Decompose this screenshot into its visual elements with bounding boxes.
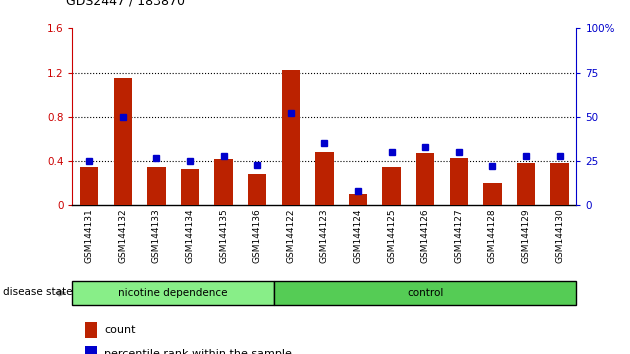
Text: count: count xyxy=(104,325,135,335)
Bar xyxy=(214,159,233,205)
Bar xyxy=(85,322,97,338)
Bar xyxy=(315,152,334,205)
Bar xyxy=(248,175,266,205)
Bar xyxy=(349,194,367,205)
Text: control: control xyxy=(407,288,444,298)
Bar xyxy=(416,153,435,205)
Bar xyxy=(551,163,569,205)
Bar xyxy=(80,167,98,205)
Bar xyxy=(517,163,536,205)
Bar xyxy=(147,167,166,205)
Text: GDS2447 / 183870: GDS2447 / 183870 xyxy=(66,0,185,7)
Bar xyxy=(382,167,401,205)
Bar xyxy=(181,169,199,205)
Bar xyxy=(85,346,97,354)
Bar xyxy=(274,281,576,305)
Bar xyxy=(72,281,274,305)
Text: nicotine dependence: nicotine dependence xyxy=(118,288,228,298)
Bar xyxy=(113,78,132,205)
Bar xyxy=(450,158,468,205)
Bar xyxy=(282,70,300,205)
Bar xyxy=(483,183,501,205)
Text: disease state: disease state xyxy=(3,287,72,297)
Text: percentile rank within the sample: percentile rank within the sample xyxy=(104,348,292,354)
